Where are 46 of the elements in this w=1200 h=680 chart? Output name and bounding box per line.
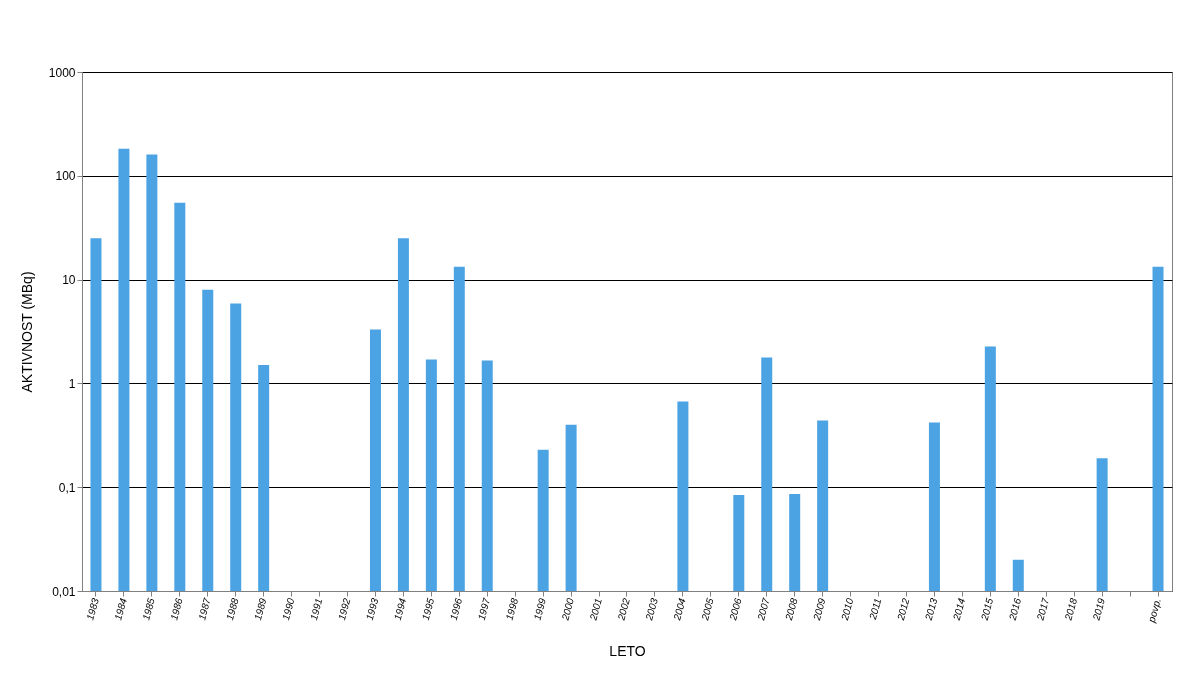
x-tick-label: 2011 bbox=[866, 596, 884, 622]
y-tick-label: 0,01 bbox=[52, 584, 76, 599]
y-tick-label: 1 bbox=[68, 376, 76, 391]
x-tick-label: 1992 bbox=[335, 596, 353, 622]
x-tick-label: 1986 bbox=[168, 596, 185, 622]
x-tick-label: 1988 bbox=[224, 596, 241, 622]
x-tick-label: 1995 bbox=[419, 596, 437, 622]
x-tick-label: 2007 bbox=[754, 596, 772, 623]
y-tick-label: 100 bbox=[55, 169, 76, 184]
y-tick-label: 1000 bbox=[48, 65, 76, 80]
x-tick-label: 1984 bbox=[112, 596, 129, 622]
x-tick-label: 2001 bbox=[587, 596, 604, 623]
x-tick-label: 2010 bbox=[838, 596, 856, 623]
x-tick-label: 2019 bbox=[1090, 596, 1108, 623]
x-tick-label: 2009 bbox=[810, 596, 828, 623]
x-tick-label: 2005 bbox=[699, 596, 716, 623]
y-tick-label: 0,1 bbox=[58, 480, 76, 495]
x-tick-label: 1993 bbox=[363, 596, 381, 622]
x-tick-label: 2004 bbox=[671, 596, 688, 623]
y-tick-label: 10 bbox=[62, 273, 76, 288]
x-tick-label: 1983 bbox=[84, 596, 101, 622]
x-tick-label: 2000 bbox=[559, 596, 577, 623]
x-tick-label: 2018 bbox=[1062, 596, 1080, 623]
y-axis-title: AKTIVNOST (MBq) bbox=[18, 271, 35, 393]
x-tick-label: 2012 bbox=[894, 596, 912, 623]
x-tick-label: 2002 bbox=[615, 596, 632, 623]
x-tick-label: 1996 bbox=[447, 596, 465, 622]
x-tick-label: 1998 bbox=[503, 596, 521, 622]
x-tick-label: 2017 bbox=[1034, 596, 1052, 623]
x-tick-label: 1985 bbox=[140, 596, 157, 622]
x-tick-label: 2006 bbox=[726, 596, 744, 623]
x-tick-label: 2013 bbox=[922, 596, 940, 623]
x-axis-title: LETO bbox=[609, 643, 646, 660]
x-tick-label: 2008 bbox=[782, 596, 800, 623]
x-tick-label: 1990 bbox=[280, 596, 297, 622]
x-tick-label: 1991 bbox=[308, 596, 325, 622]
x-tick-label: povp. bbox=[1145, 596, 1163, 625]
x-tick-label: 1997 bbox=[475, 596, 493, 622]
x-tick-label: 2016 bbox=[1006, 596, 1024, 623]
x-tick-label: 1987 bbox=[196, 596, 213, 622]
x-tick-label: 2003 bbox=[643, 596, 660, 623]
x-tick-label: 1994 bbox=[391, 596, 409, 622]
x-tick-label: 2014 bbox=[950, 596, 968, 623]
x-tick-label: 1989 bbox=[252, 596, 269, 622]
x-tick-label: 1999 bbox=[531, 596, 549, 622]
x-tick-label: 2015 bbox=[978, 596, 996, 623]
